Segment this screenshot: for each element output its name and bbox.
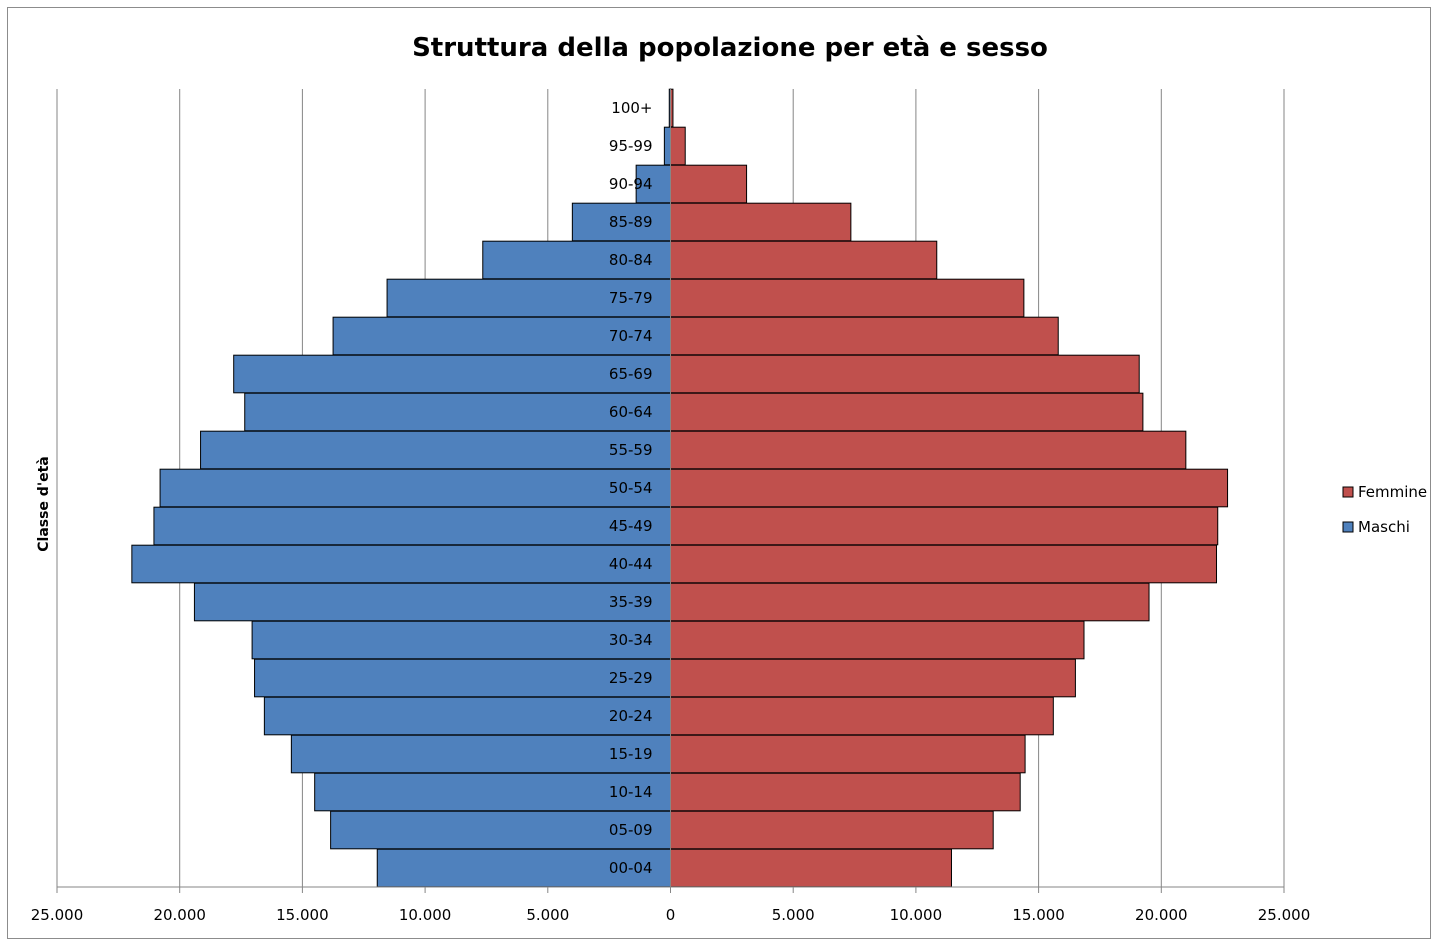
bar-femmine [670, 392, 1144, 432]
legend-swatch-femmine [1342, 486, 1354, 498]
x-tick-label: 25.000 [31, 906, 84, 924]
category-label: 95-99 [609, 137, 653, 155]
category-label: 00-04 [609, 859, 653, 877]
x-tick-label: 5.000 [526, 906, 569, 924]
bar-maschi [159, 468, 671, 508]
bar-maschi [330, 810, 671, 850]
bar-maschi [251, 620, 672, 660]
bar-femmine [670, 430, 1187, 470]
bar-femmine [670, 658, 1076, 698]
bar-femmine [670, 126, 686, 166]
category-label: 90-94 [609, 175, 653, 193]
chart-frame: Struttura della popolazione per età e se… [7, 7, 1431, 939]
category-label: 50-54 [609, 479, 653, 497]
bar-maschi [193, 582, 671, 622]
x-tick-label: 5.000 [772, 906, 815, 924]
bar-maschi [244, 392, 672, 432]
x-tick-label: 15.000 [1012, 906, 1065, 924]
category-label: 100+ [611, 99, 652, 117]
x-tick-label: 25.000 [1258, 906, 1311, 924]
x-tick-label: 10.000 [890, 906, 943, 924]
bar-maschi [290, 734, 671, 774]
x-tick-label: 0 [666, 906, 676, 924]
category-label: 40-44 [609, 555, 653, 573]
bar-femmine [670, 506, 1219, 546]
bar-maschi [635, 164, 671, 204]
category-label: 75-79 [609, 289, 653, 307]
legend-label-femmine: Femmine [1358, 483, 1427, 501]
legend: Femmine Maschi [1342, 483, 1427, 536]
category-label: 60-64 [609, 403, 653, 421]
category-label: 20-24 [609, 707, 653, 725]
bar-femmine [670, 582, 1150, 622]
population-pyramid-chart: Struttura della popolazione per età e se… [31, 33, 1427, 924]
bars [131, 88, 1229, 888]
category-label: 65-69 [609, 365, 653, 383]
bar-maschi [332, 316, 671, 356]
bar-femmine [670, 202, 852, 242]
bar-maschi [200, 430, 672, 470]
bar-femmine [670, 734, 1026, 774]
category-label: 10-14 [609, 783, 653, 801]
bar-maschi [571, 202, 672, 242]
bar-maschi [254, 658, 671, 698]
bar-femmine [670, 848, 952, 888]
y-axis-label: Classe d'età [36, 456, 52, 552]
bar-maschi [233, 354, 672, 394]
x-tick-label: 10.000 [399, 906, 452, 924]
category-label: 80-84 [609, 251, 653, 269]
category-label: 85-89 [609, 213, 653, 231]
bar-femmine [670, 240, 938, 280]
bar-femmine [670, 278, 1025, 318]
bar-femmine [670, 316, 1059, 356]
bar-femmine [670, 354, 1140, 394]
category-label: 15-19 [609, 745, 653, 763]
bar-maschi [386, 278, 671, 318]
legend-swatch-maschi [1342, 521, 1354, 533]
category-label: 45-49 [609, 517, 653, 535]
x-tick-label: 15.000 [276, 906, 329, 924]
bar-maschi [314, 772, 671, 812]
x-tick-label: 20.000 [153, 906, 206, 924]
bar-maschi [263, 696, 671, 736]
bar-femmine [670, 620, 1085, 660]
bar-maschi [482, 240, 672, 280]
bar-femmine [670, 468, 1229, 508]
category-labels: 00-04 05-09 10-14 15-19 20-24 25-29 30-34 35-39… [609, 99, 653, 877]
bar-femmine [670, 164, 748, 204]
legend-label-maschi: Maschi [1358, 518, 1410, 536]
bar-femmine [670, 544, 1218, 584]
bar-femmine [670, 772, 1021, 812]
bar-maschi [663, 126, 671, 166]
category-label: 55-59 [609, 441, 653, 459]
chart-title: Struttura della popolazione per età e se… [412, 33, 1048, 63]
bar-maschi [131, 544, 672, 584]
category-label: 25-29 [609, 669, 653, 687]
category-label: 70-74 [609, 327, 653, 345]
x-tick-label: 20.000 [1135, 906, 1188, 924]
category-label: 30-34 [609, 631, 653, 649]
category-label: 35-39 [609, 593, 653, 611]
x-axis: 25.000 20.000 15.000 10.000 5.000 0 5.000 10.00… [31, 886, 1311, 924]
category-label: 05-09 [609, 821, 653, 839]
bar-femmine [670, 696, 1054, 736]
bar-femmine [670, 810, 994, 850]
bar-maschi [153, 506, 672, 546]
